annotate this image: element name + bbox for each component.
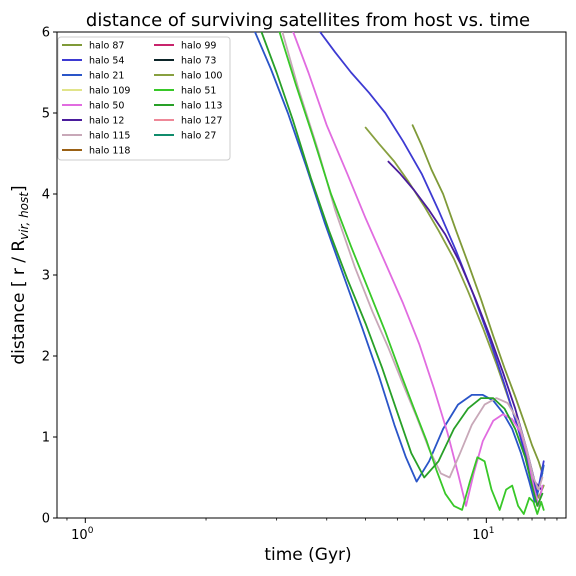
legend-item-halo-21: halo 21 [62,71,124,82]
legend-item-halo-115: halo 115 [62,131,130,142]
legend-item-halo-99: halo 99 [154,41,216,52]
legend-item-halo-12: halo 12 [62,116,124,127]
legend-label: halo 51 [181,86,216,97]
y-axis-ticks: 0 1 2 3 4 5 6 [42,26,57,527]
y-axis-label-main: distance [ r / R [9,240,29,365]
legend-label: halo 12 [89,116,124,127]
series-line-halo-87 [411,124,544,475]
series-line-halo-21 [254,32,545,503]
legend-item-halo-113: halo 113 [154,101,222,112]
legend-item-halo-118: halo 118 [62,146,130,157]
legend-item-halo-73: halo 73 [154,56,216,67]
x-tick-label: 100 [71,526,94,543]
legend-label: halo 118 [89,146,130,157]
y-tick-label: 3 [42,269,50,284]
y-tick-label: 5 [42,107,50,122]
legend-label: halo 99 [181,41,216,52]
y-axis-label: distance [ r / Rvir, host] [9,185,31,364]
legend-label: halo 87 [89,41,124,52]
legend-label: halo 113 [181,101,222,112]
legend-items: halo 87 halo 54 halo 21 halo 109 halo 50 halo… [62,41,222,157]
legend-item-halo-27: halo 27 [154,131,216,142]
legend-item-halo-100: halo 100 [154,71,222,82]
series-line-halo-113 [260,32,544,507]
x-tick-label: 101 [472,526,494,543]
legend-label: halo 100 [181,71,222,82]
series-line-halo-50 [292,32,544,507]
legend-label: halo 73 [181,56,216,67]
y-tick-label: 1 [42,431,50,446]
legend-box [57,36,231,161]
y-axis-label-close: ] [9,185,29,192]
legend-label: halo 54 [89,56,124,67]
series-line-halo-115 [281,32,544,491]
chart-title: distance of surviving satellites from ho… [86,10,530,31]
y-tick-label: 0 [42,512,50,527]
legend-label: halo 115 [89,131,130,142]
y-axis-label-subscript: vir, host [17,191,31,240]
legend-item-halo-109: halo 109 [62,86,130,97]
legend: halo 87 halo 54 halo 21 halo 109 halo 50 halo… [57,36,231,161]
y-tick-label: 6 [42,26,50,41]
legend-item-halo-51: halo 51 [154,86,216,97]
legend-item-halo-87: halo 87 [62,41,124,52]
legend-item-halo-54: halo 54 [62,56,124,67]
legend-item-halo-50: halo 50 [62,101,124,112]
legend-label: halo 21 [89,71,124,82]
x-axis-label: time (Gyr) [264,545,351,565]
y-tick-label: 4 [42,188,50,203]
legend-label: halo 127 [181,116,222,127]
x-axis-ticks: 100 101 [66,518,558,543]
series-line-halo-51 [278,32,545,515]
legend-label: halo 50 [89,101,124,112]
legend-label: halo 109 [89,86,130,97]
y-tick-label: 2 [42,350,50,365]
legend-item-halo-127: halo 127 [154,116,222,127]
series-layer [254,32,545,515]
legend-label: halo 27 [181,131,216,142]
series-line-halo-54 [319,32,545,495]
